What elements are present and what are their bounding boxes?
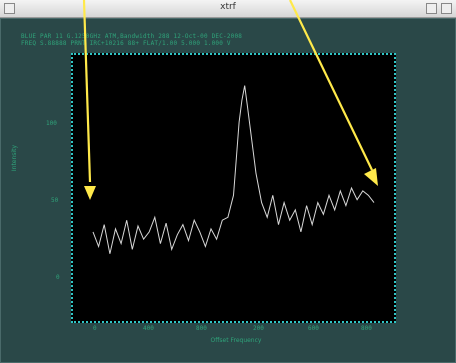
y-tick-label: 0: [56, 274, 60, 281]
header-line-1: BLUE PAR 11 G.1250GHz ATM,Bandwidth 288 …: [21, 33, 243, 40]
window-titlebar[interactable]: xtrf: [0, 0, 456, 18]
x-tick-label: 600: [308, 325, 319, 332]
y-tick-label: 50: [51, 197, 59, 204]
spectrum-line-0: [92, 85, 375, 254]
zoom-button[interactable]: [426, 3, 437, 14]
annotation-arrow-line-left: [82, 0, 92, 183]
annotation-arrowhead-right: [364, 168, 378, 186]
x-axis-label: Offset Frequency: [210, 337, 262, 344]
x-tick-label: 800: [361, 325, 372, 332]
shade-button[interactable]: [441, 3, 452, 14]
x-tick-label: 200: [253, 325, 264, 332]
x-tick-label: 400: [143, 325, 154, 332]
x-tick-label: 0: [93, 325, 97, 332]
annotation-arrow-line-right: [289, 0, 373, 171]
close-button[interactable]: [4, 3, 15, 14]
spectrum-plot: [71, 53, 396, 323]
annotation-arrowhead-left: [84, 186, 96, 200]
header-line-2: FREQ S.88888 PRNT IRC+10216 88+ FLAT/1.0…: [21, 40, 231, 47]
plot-window: BLUE PAR 11 G.1250GHz ATM,Bandwidth 288 …: [0, 18, 456, 363]
y-tick-label: 100: [46, 120, 57, 127]
window-title: xtrf: [220, 2, 236, 12]
spectrum-trace-svg: [92, 85, 375, 254]
x-tick-label: 800: [196, 325, 207, 332]
